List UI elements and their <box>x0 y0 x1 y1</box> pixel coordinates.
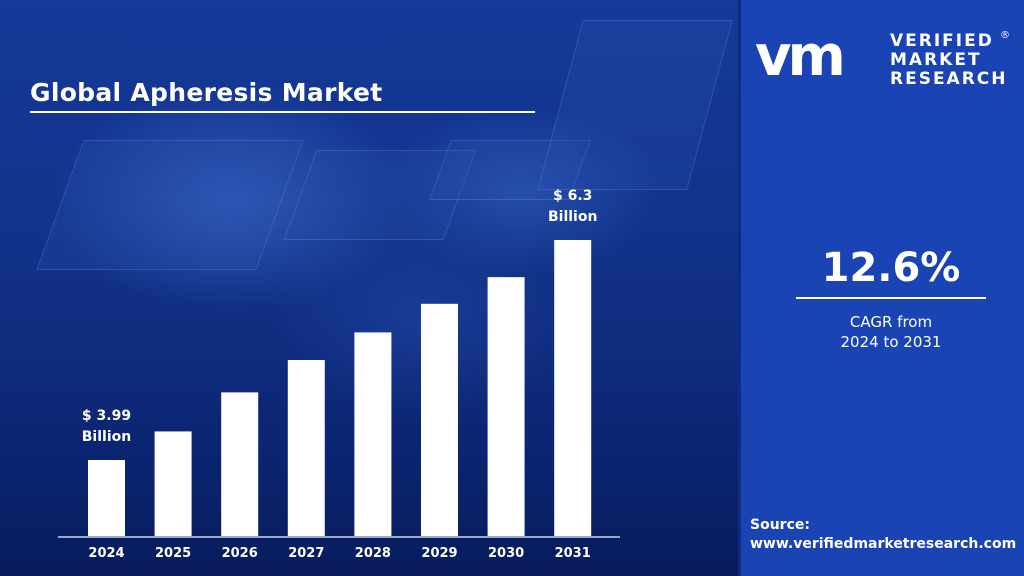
data-label: Billion <box>548 209 597 225</box>
x-tick-label: 2027 <box>288 546 324 561</box>
x-tick-label: 2025 <box>155 546 191 561</box>
brand-line: MARKET <box>890 50 982 70</box>
bar-2028 <box>354 332 392 536</box>
title-underline <box>30 111 535 113</box>
data-label: Billion <box>82 429 131 445</box>
bar-chart: 2024 $ 3.99 Billion 2025 2026 2027 2028 2029 203… <box>58 188 620 561</box>
x-tick-label: 2024 <box>88 546 124 561</box>
x-tick-label: 2028 <box>355 546 391 561</box>
bar-2030 <box>487 277 525 536</box>
brand-name: VERIFIED MARKET RESEARCH <box>890 32 1008 89</box>
source: Source: www.verifiedmarketresearch.com <box>750 516 1016 554</box>
brand-line: VERIFIED <box>890 31 994 51</box>
source-url: www.verifiedmarketresearch.com <box>750 536 1017 552</box>
x-tick-label: 2026 <box>222 546 258 561</box>
cagr-label-line: CAGR from <box>849 313 933 331</box>
data-label: $ 6.3 <box>553 188 592 204</box>
registered-mark: ® <box>1000 30 1010 41</box>
cagr-label: CAGR from 2024 to 2031 <box>796 312 986 352</box>
bar-2025 <box>154 431 192 536</box>
brand-logo-mark: vm <box>755 24 846 89</box>
cagr-divider <box>796 297 986 299</box>
bar-2029 <box>421 303 458 536</box>
cagr-label-line: 2024 to 2031 <box>840 333 942 351</box>
x-tick-label: 2029 <box>421 546 457 561</box>
bar-2024 <box>88 460 125 536</box>
bar-2027 <box>287 360 325 536</box>
summary-panel <box>738 0 1024 576</box>
chart-title: Global Apheresis Market <box>30 78 383 107</box>
bar-2026 <box>221 392 259 536</box>
cagr-value: 12.6% <box>821 245 961 291</box>
bar-2031 <box>554 240 592 536</box>
brand-line: RESEARCH <box>890 69 1008 89</box>
source-label: Source: <box>750 517 810 533</box>
x-tick-label: 2030 <box>488 546 524 561</box>
data-label: $ 3.99 <box>82 408 131 424</box>
x-tick-label: 2031 <box>555 546 591 561</box>
